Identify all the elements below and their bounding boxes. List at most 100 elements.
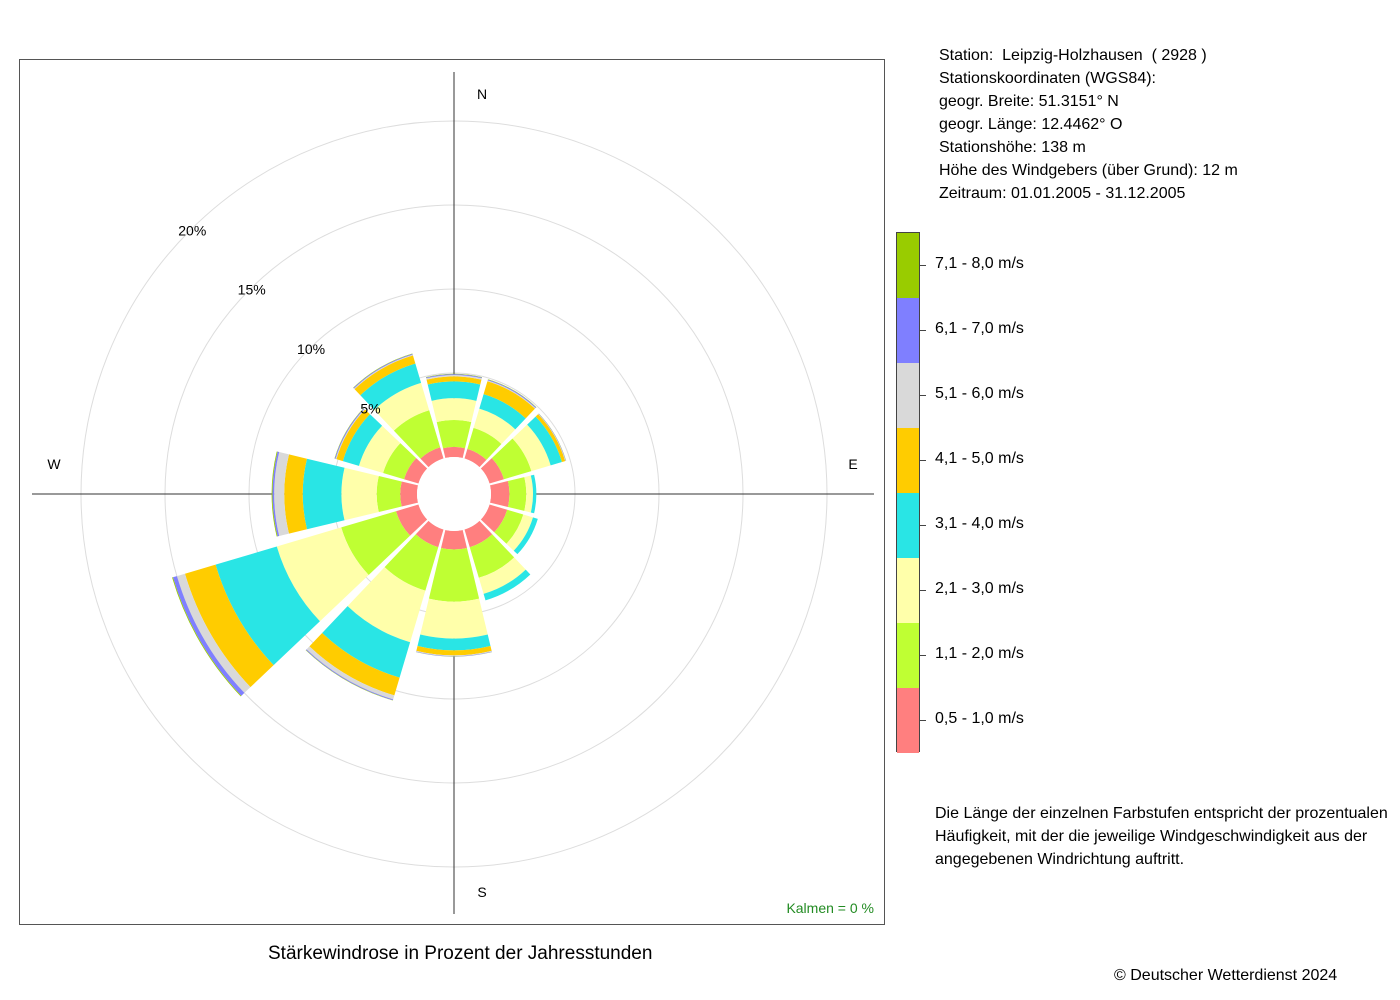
legend-swatch-7 bbox=[897, 298, 919, 363]
wind-rose-svg: 5% 10% 15% 20% N E S W Kalmen = 0 % bbox=[32, 72, 874, 916]
sector-120-class-2 bbox=[494, 509, 524, 544]
sector-90-class-4 bbox=[530, 474, 537, 514]
radial-label-5: 5% bbox=[360, 400, 380, 416]
legend-tick-1 bbox=[920, 719, 926, 721]
explanation-text: Die Länge der einzelnen Farbstufen entsp… bbox=[935, 802, 1395, 871]
sector-30-class-2 bbox=[467, 427, 502, 460]
compass-label-E: E bbox=[848, 456, 857, 472]
station-name: Station: Leipzig-Holzhausen ( 2928 ) bbox=[939, 47, 1207, 64]
sector-240-class-4 bbox=[215, 546, 320, 666]
radial-label-10: 10% bbox=[297, 341, 325, 357]
sector-270-class-6 bbox=[274, 452, 289, 536]
sector-120-class-4 bbox=[513, 517, 538, 555]
sector-330-class-3 bbox=[374, 382, 430, 431]
explanation-line-2: Häufigkeit, mit der die jeweilige Windge… bbox=[935, 828, 1368, 845]
sector-240-class-7 bbox=[172, 576, 245, 696]
sector-180-class-5 bbox=[416, 645, 492, 656]
sector-0-class-2 bbox=[436, 420, 472, 449]
sector-270-class-5 bbox=[284, 454, 307, 534]
legend-tick-4 bbox=[920, 524, 926, 526]
legend-tick-3 bbox=[920, 589, 926, 591]
sector-210-class-2 bbox=[384, 534, 439, 591]
legend-label-7: 6,1 - 7,0 m/s bbox=[935, 319, 1024, 337]
time-period: Zeitraum: 01.01.2005 - 31.12.2005 bbox=[939, 185, 1186, 202]
legend-swatch-2 bbox=[897, 623, 919, 688]
legend-tick-2 bbox=[920, 654, 926, 656]
explanation-line-3: angegebenen Windrichtung auftritt. bbox=[935, 851, 1185, 868]
sector-330-class-2 bbox=[393, 410, 441, 459]
sector-270-class-4 bbox=[302, 458, 345, 530]
station-coordinates-heading: Stationskoordinaten (WGS84): bbox=[939, 70, 1156, 87]
legend-swatch-4 bbox=[897, 493, 919, 558]
sector-60-class-4 bbox=[527, 416, 562, 466]
sector-180-class-4 bbox=[417, 634, 491, 651]
calm-label: Kalmen = 0 % bbox=[786, 900, 874, 916]
sector-30-class-1 bbox=[464, 448, 487, 468]
sector-150-class-4 bbox=[483, 569, 531, 601]
sector-150-class-1 bbox=[464, 520, 493, 548]
legend-label-8: 7,1 - 8,0 m/s bbox=[935, 254, 1024, 272]
copyright: © Deutscher Wetterdienst 2024 bbox=[1114, 967, 1338, 984]
sector-30-class-4 bbox=[479, 394, 526, 430]
radial-label-15: 15% bbox=[238, 282, 266, 298]
sector-240-class-3 bbox=[276, 527, 369, 622]
sector-180-class-8 bbox=[416, 652, 492, 657]
sector-300-class-3 bbox=[358, 425, 401, 473]
sector-60-class-3 bbox=[512, 424, 551, 472]
anemometer-height: Höhe des Windgebers (über Grund): 12 m bbox=[939, 162, 1238, 179]
sector-60-class-1 bbox=[480, 458, 504, 484]
sector-30-class-5 bbox=[483, 381, 535, 419]
sector-0-class-1 bbox=[443, 446, 465, 459]
speed-legend-bar bbox=[896, 232, 920, 753]
sector-0-class-5 bbox=[426, 376, 482, 385]
sector-30-class-3 bbox=[473, 408, 516, 445]
sector-180-class-7 bbox=[416, 651, 492, 657]
compass-label-S: S bbox=[477, 884, 486, 900]
sector-240-class-1 bbox=[395, 504, 428, 536]
sector-330-class-5 bbox=[354, 355, 416, 396]
legend-swatch-5 bbox=[897, 428, 919, 493]
legend-label-2: 1,1 - 2,0 m/s bbox=[935, 644, 1024, 662]
sector-150-class-2 bbox=[469, 534, 515, 578]
sector-150-class-3 bbox=[478, 557, 526, 594]
sector-300-class-1 bbox=[404, 458, 428, 484]
sector-270-class-8 bbox=[271, 451, 278, 537]
sector-210-class-3 bbox=[347, 567, 426, 643]
sector-180-class-1 bbox=[441, 529, 467, 550]
explanation-line-1: Die Länge der einzelnen Farbstufen entsp… bbox=[935, 805, 1388, 822]
sector-210-class-1 bbox=[415, 520, 444, 548]
sector-120-class-1 bbox=[480, 504, 508, 533]
legend-label-5: 4,1 - 5,0 m/s bbox=[935, 449, 1024, 467]
sector-180-class-3 bbox=[420, 598, 488, 639]
sector-210-class-6 bbox=[306, 646, 395, 700]
legend-label-1: 0,5 - 1,0 m/s bbox=[935, 709, 1024, 727]
legend-tick-8 bbox=[920, 264, 926, 266]
sector-90-class-3 bbox=[524, 475, 534, 513]
legend-label-3: 2,1 - 3,0 m/s bbox=[935, 579, 1024, 597]
sector-210-class-4 bbox=[322, 606, 411, 678]
chart-title: Stärkewindrose in Prozent der Jahresstun… bbox=[268, 943, 653, 964]
sector-210-class-5 bbox=[309, 632, 400, 696]
compass-label-N: N bbox=[477, 86, 487, 102]
sector-270-class-3 bbox=[341, 467, 379, 521]
sector-0-class-7 bbox=[426, 374, 482, 379]
sector-180-class-6 bbox=[416, 650, 492, 657]
sector-180-class-2 bbox=[428, 547, 480, 602]
sector-0-class-4 bbox=[427, 381, 481, 401]
station-altitude: Stationshöhe: 138 m bbox=[939, 139, 1086, 156]
legend-tick-7 bbox=[920, 329, 926, 331]
sector-330-class-4 bbox=[360, 363, 422, 410]
radial-label-20: 20% bbox=[178, 222, 206, 238]
legend-swatch-1 bbox=[897, 688, 919, 753]
station-latitude: geogr. Breite: 51.3151° N bbox=[939, 93, 1119, 110]
sector-120-class-3 bbox=[506, 514, 533, 551]
calm-center bbox=[417, 457, 491, 531]
legend-tick-6 bbox=[920, 394, 926, 396]
sector-270-class-7 bbox=[272, 451, 280, 537]
legend-tick-5 bbox=[920, 459, 926, 461]
legend-label-6: 5,1 - 6,0 m/s bbox=[935, 384, 1024, 402]
sector-300-class-5 bbox=[336, 409, 370, 462]
sector-300-class-4 bbox=[342, 414, 383, 466]
sector-90-class-1 bbox=[489, 481, 510, 507]
legend-swatch-6 bbox=[897, 363, 919, 428]
